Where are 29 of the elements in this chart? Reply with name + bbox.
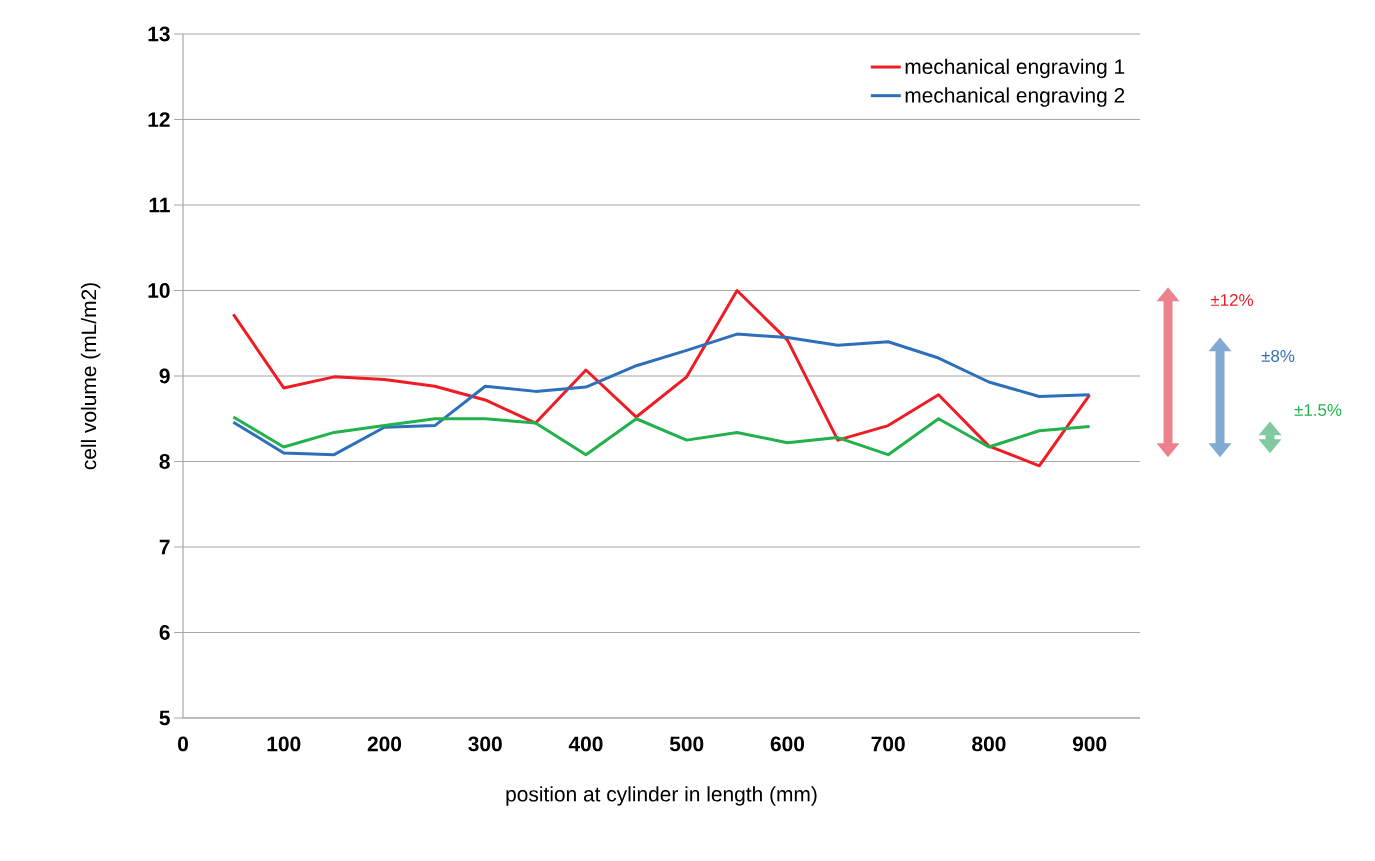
line-series <box>231 289 1092 468</box>
text: ±1.5% <box>1294 404 1342 416</box>
y-tick-label: 9 <box>159 368 170 384</box>
x-tick-label: 900 <box>1072 736 1107 752</box>
legend-label: mechanical engraving 2 <box>905 87 1125 107</box>
x-tick-label: 500 <box>669 736 704 752</box>
x-tick-label: 300 <box>468 736 502 752</box>
x-tick-label: 200 <box>367 736 402 752</box>
y-tick-label: 12 <box>148 112 170 127</box>
y-tick-label: 5 <box>159 710 170 726</box>
x-tick-label: 800 <box>972 736 1006 752</box>
x-axis-title: position at cylinder in length (mm) <box>506 786 817 806</box>
y-tick-label: 11 <box>149 197 170 213</box>
legend-label: mechanical engraving 1 <box>905 58 1125 79</box>
line-series <box>231 415 1092 457</box>
x-tick-label: 0 <box>178 736 188 752</box>
x-tick-label: 600 <box>770 736 805 752</box>
text: ±8% <box>1261 350 1295 362</box>
y-tick-label: 6 <box>159 625 170 640</box>
y-tick-label: 13 <box>148 26 170 42</box>
x-tick-label: 100 <box>267 736 301 752</box>
text: ±12% <box>1210 294 1253 306</box>
line-series <box>231 332 1092 457</box>
y-axis-title: cell volume (mL/m2) <box>80 283 101 470</box>
y-tick-label: 7 <box>159 539 170 555</box>
x-tick-label: 400 <box>568 736 603 752</box>
y-tick-label: 8 <box>159 454 170 469</box>
y-tick-label: 10 <box>148 283 170 298</box>
x-tick-label: 700 <box>871 736 905 752</box>
